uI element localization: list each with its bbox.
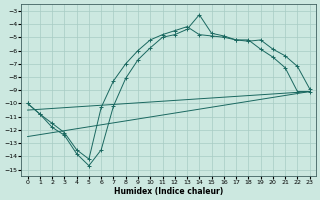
X-axis label: Humidex (Indice chaleur): Humidex (Indice chaleur) xyxy=(114,187,223,196)
